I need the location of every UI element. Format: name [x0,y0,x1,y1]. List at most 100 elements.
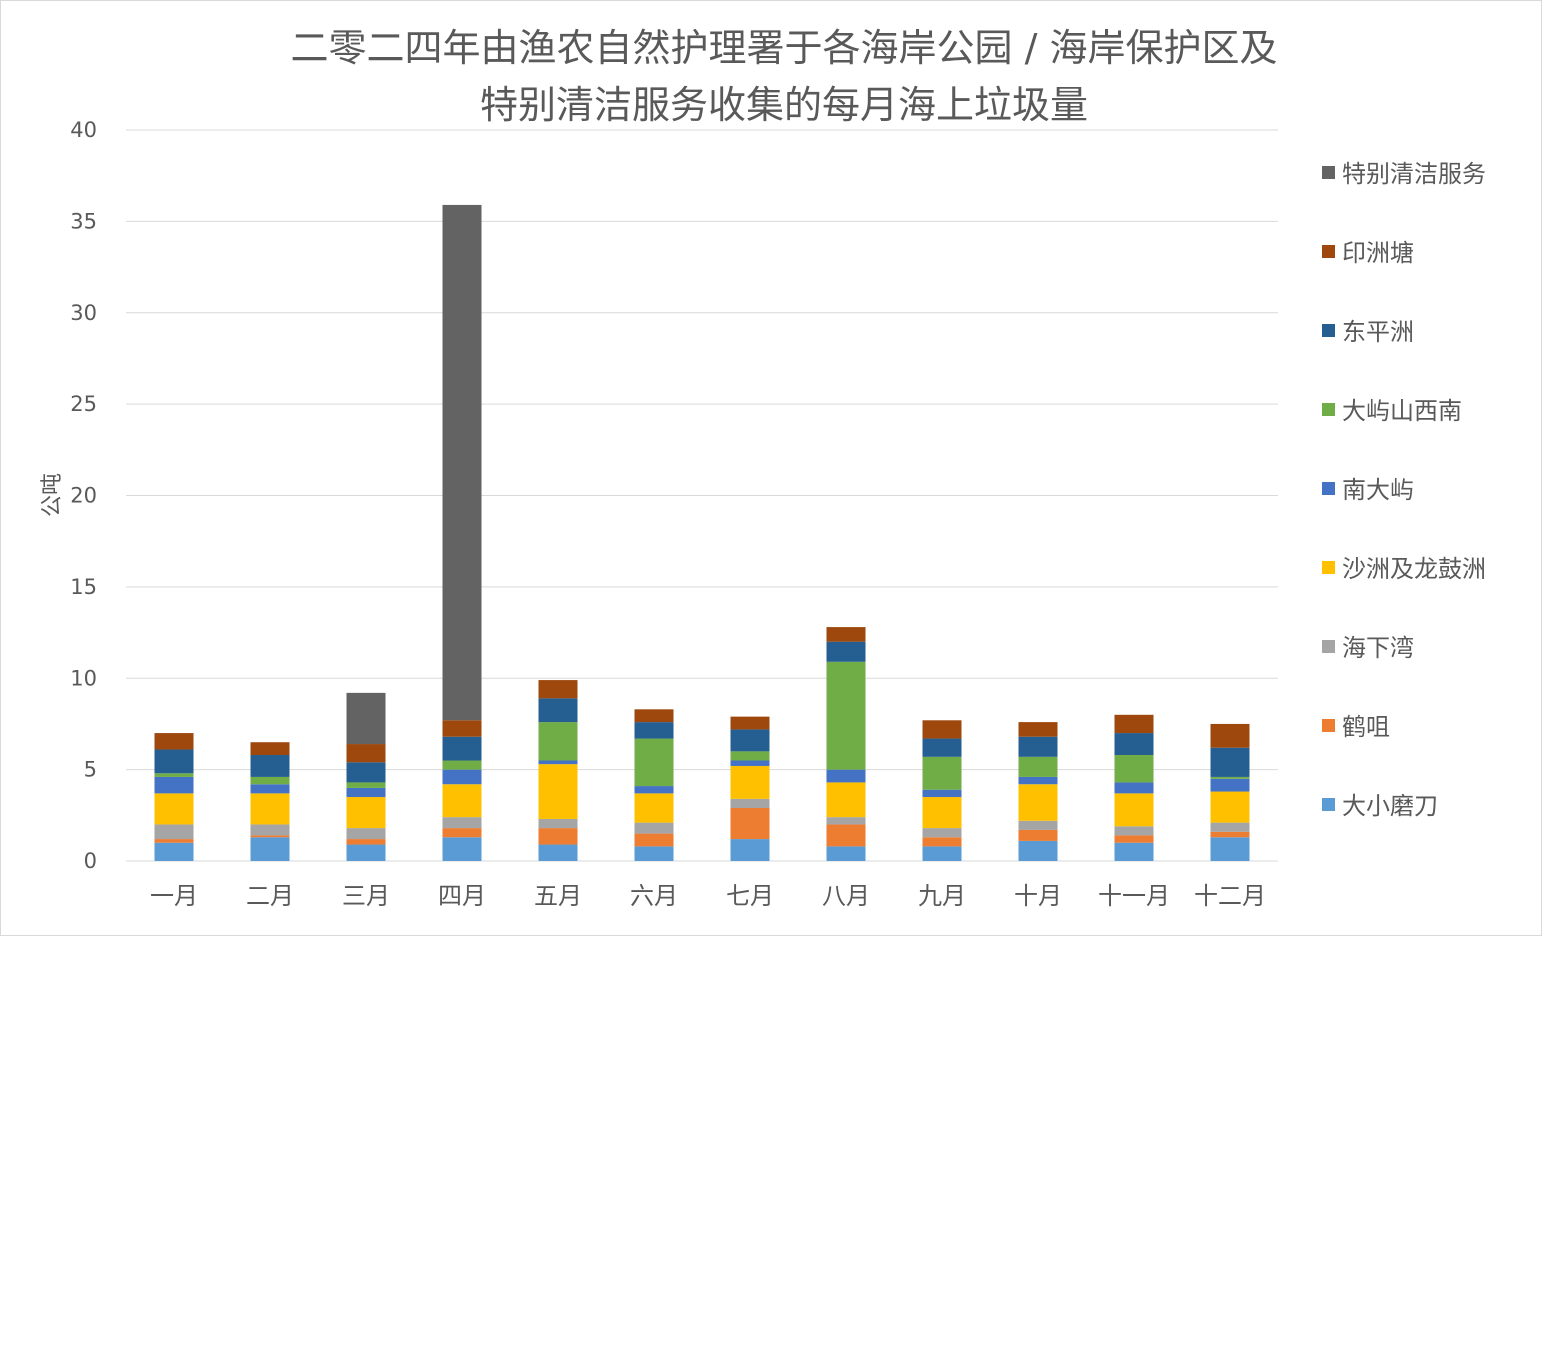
bar-segment [538,844,578,861]
y-axis-label: 公吨 [40,473,65,517]
bar-segment [538,760,578,765]
bar-segment [1210,778,1250,792]
bar-segment [442,736,482,761]
bar-segment [826,782,866,818]
bar-segment [346,744,386,763]
bar-segment [922,738,962,757]
bar-segment [1114,793,1154,827]
stacked-bar-chart: 二零二四年由渔农自然护理署于各海岸公园 / 海岸保护区及 特别清洁服务收集的每月… [40,26,1486,910]
bar-segment [442,204,482,721]
bar-segment [922,846,962,861]
y-tick-label: 35 [70,209,97,233]
bar-segment [346,828,386,840]
bar-segment [154,824,194,840]
bar-segment [730,729,770,752]
legend-swatch [1322,245,1335,258]
y-tick-label: 30 [70,301,97,325]
y-tick-label: 5 [84,758,97,782]
legend-label: 东平洲 [1342,318,1414,346]
legend-label: 大小磨刀 [1342,792,1438,820]
bar-segment [826,661,866,770]
bar-segment [634,822,674,834]
bar-segment [1114,714,1154,734]
chart-frame: 二零二四年由渔农自然护理署于各海岸公园 / 海岸保护区及 特别清洁服务收集的每月… [0,0,1542,936]
chart-title-line-1: 二零二四年由渔农自然护理署于各海岸公园 / 海岸保护区及 [291,26,1278,70]
bar-segment [1114,826,1154,836]
bar-segment [1018,736,1058,757]
bar-segment [442,828,482,838]
x-tick-label: 五月 [534,882,582,910]
bar-segment [826,817,866,825]
bar-segment [154,842,194,861]
legend-swatch [1322,166,1335,179]
legend-swatch [1322,561,1335,574]
legend-label: 印洲塘 [1342,239,1414,267]
bar-segment [1114,835,1154,843]
y-tick-label: 15 [70,575,97,599]
bar-segment [250,776,290,785]
bar-segment [250,835,290,838]
bar-segment [538,722,578,761]
bar-segment [250,755,290,777]
bar-segment [154,776,194,794]
bar-segment [250,824,290,836]
legend-swatch [1322,719,1335,732]
bar-segment [922,837,962,847]
legend-swatch [1322,640,1335,653]
bar-segment [634,738,674,787]
bar-segment [1210,837,1250,861]
bar-segment [634,786,674,794]
bar-segment [538,698,578,723]
x-tick-labels: 一月 二月 三月 四月 五月 六月 七月 八月 九月 十月 十一月 十二月 [150,882,1266,910]
bar-segment [730,765,770,799]
bar-segment [730,760,770,766]
bar-segment [1114,755,1154,783]
legend-label: 沙洲及龙鼓洲 [1342,555,1486,583]
x-tick-label: 六月 [630,882,678,910]
y-tick-label: 25 [70,392,97,416]
bar-segment [634,846,674,861]
bar-segment [1018,820,1058,830]
legend-label: 海下湾 [1342,634,1414,662]
bar-segment [826,846,866,861]
bar-segment [1210,747,1250,777]
bar-segment [154,733,194,750]
bar-segment [1210,822,1250,832]
legend-label: 大屿山西南 [1342,397,1462,425]
bar-segment [1210,831,1250,838]
bar-segment [1018,722,1058,737]
legend-label: 鹤咀 [1342,713,1390,741]
bar-segment [634,793,674,823]
bar-segment [346,692,386,745]
x-tick-label: 一月 [150,882,198,910]
legend-label: 特别清洁服务 [1342,160,1486,188]
bar-segment [1114,733,1154,756]
bar-segment [442,720,482,737]
bar-segment [346,839,386,845]
x-tick-label: 七月 [726,882,774,910]
legend-swatch [1322,482,1335,495]
bar-segment [826,824,866,847]
bar-segment [250,837,290,861]
legend-swatch [1322,403,1335,416]
bar-segment [922,789,962,798]
bar-segment [250,793,290,825]
legend-label: 南大屿 [1342,476,1414,504]
bar-segment [922,797,962,829]
bar-segment [538,818,578,829]
bar-segment [1114,842,1154,861]
bar-segment [826,641,866,662]
bar-segment [154,839,194,843]
bar-segment [730,808,770,840]
bar-segment [346,762,386,783]
bar-segment [346,782,386,788]
y-tick-label: 10 [70,666,97,690]
x-tick-label: 二月 [246,882,294,910]
chart-title-line-2: 特别清洁服务收集的每月海上垃圾量 [480,83,1088,127]
bar-segment [538,764,578,819]
bar-segment [442,769,482,785]
bar-segment [1018,756,1058,777]
bar-segment [346,787,386,798]
bar-segment [1018,829,1058,841]
